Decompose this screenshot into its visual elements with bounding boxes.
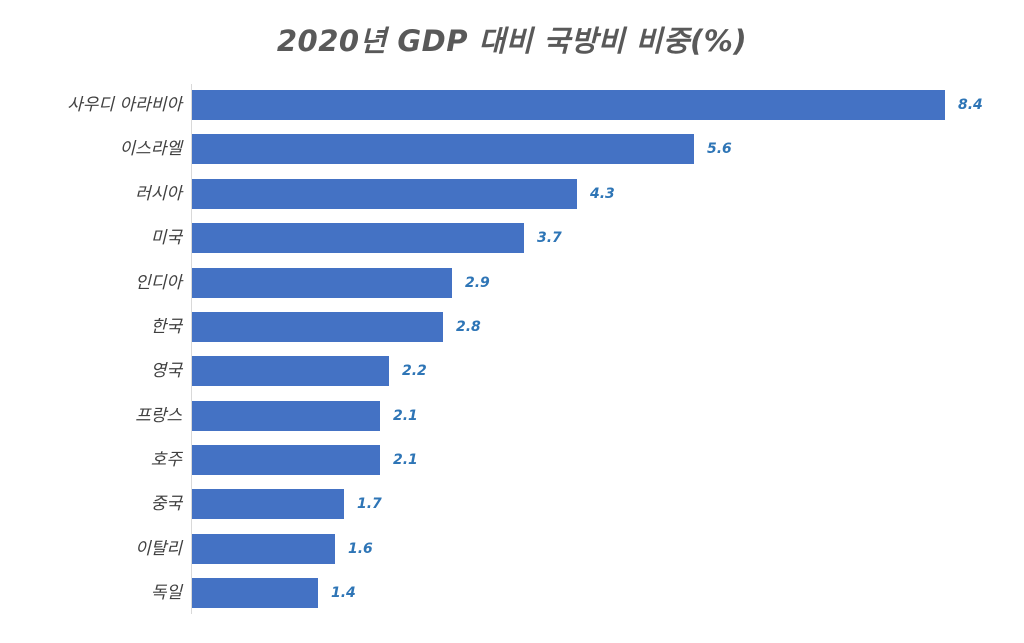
bar-row: 영국 2.2: [0, 356, 1024, 386]
data-label: 3.7: [537, 230, 562, 246]
bar: [192, 134, 694, 164]
chart-title: 2020년 GDP 대비 국방비 비중(%): [276, 24, 748, 58]
category-label: 이탈리: [135, 539, 182, 559]
bar-row: 중국 1.7: [0, 489, 1024, 519]
bar: [192, 534, 335, 564]
category-label: 미국: [150, 228, 182, 248]
bar-row: 한국 2.8: [0, 312, 1024, 342]
data-label: 2.1: [393, 408, 418, 424]
bar-row: 러시아 4.3: [0, 179, 1024, 209]
data-label: 2.8: [456, 319, 481, 335]
category-label: 사우디 아라비아: [67, 95, 182, 115]
bar-row: 프랑스 2.1: [0, 401, 1024, 431]
bar: [192, 179, 577, 209]
data-label: 8.4: [958, 97, 983, 113]
bar: [192, 578, 318, 608]
category-label: 호주: [150, 450, 182, 470]
bar: [192, 223, 524, 253]
data-label: 2.9: [465, 275, 490, 291]
bar: [192, 445, 380, 475]
data-label: 1.4: [331, 585, 356, 601]
data-label: 1.6: [348, 541, 373, 557]
bar-row: 독일 1.4: [0, 578, 1024, 608]
bar-row: 미국 3.7: [0, 223, 1024, 253]
bar: [192, 312, 443, 342]
category-label: 영국: [150, 361, 182, 381]
bar-row: 호주 2.1: [0, 445, 1024, 475]
bar: [192, 268, 452, 298]
data-label: 4.3: [590, 186, 615, 202]
data-label: 2.2: [402, 363, 427, 379]
category-label: 인디아: [135, 273, 182, 293]
category-axis-line: [191, 84, 192, 614]
data-label: 2.1: [393, 452, 418, 468]
category-label: 러시아: [135, 184, 182, 204]
bar-row: 이탈리 1.6: [0, 534, 1024, 564]
bar: [192, 90, 945, 120]
bar: [192, 401, 380, 431]
category-label: 이스라엘: [119, 139, 182, 159]
data-label: 5.6: [707, 141, 732, 157]
bar-row: 인디아 2.9: [0, 268, 1024, 298]
bar: [192, 489, 344, 519]
category-label: 프랑스: [135, 406, 182, 426]
bar-row: 사우디 아라비아 8.4: [0, 90, 1024, 120]
data-label: 1.7: [357, 496, 382, 512]
category-label: 독일: [150, 583, 182, 603]
category-label: 중국: [150, 494, 182, 514]
category-label: 한국: [150, 317, 182, 337]
bar: [192, 356, 389, 386]
bar-row: 이스라엘 5.6: [0, 134, 1024, 164]
